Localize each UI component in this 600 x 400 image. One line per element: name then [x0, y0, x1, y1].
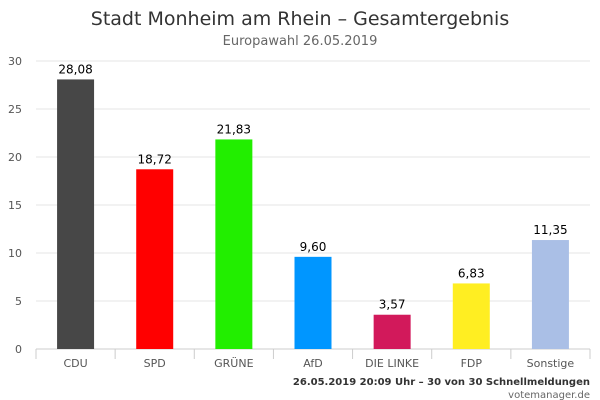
x-category-label: CDU	[63, 357, 87, 370]
footer-status: 26.05.2019 20:09 Uhr – 30 von 30 Schnell…	[293, 377, 590, 388]
bar-afd[interactable]	[294, 256, 332, 349]
data-label: 28,08	[58, 62, 92, 76]
x-axis: CDU SPD GRÜNE AfD DIE LINKE FDP Sonstige	[35, 349, 591, 370]
data-label: 3,57	[379, 298, 406, 312]
bars: 28,08 18,72 21,83 9,60 3,57 6,83 11,35	[57, 62, 569, 349]
data-label: 9,60	[300, 240, 327, 254]
data-label: 6,83	[458, 266, 485, 280]
x-category-label: FDP	[461, 357, 483, 370]
bar-fdp[interactable]	[452, 283, 490, 349]
bar-spd[interactable]	[136, 169, 174, 349]
x-category-label: SPD	[144, 357, 166, 370]
data-label: 21,83	[217, 122, 251, 136]
x-category-label: DIE LINKE	[365, 357, 419, 370]
y-tick-label: 5	[15, 295, 22, 308]
y-tick-label: 15	[8, 199, 22, 212]
y-tick-label: 0	[15, 343, 22, 356]
y-tick-label: 20	[8, 151, 22, 164]
bar-die-linke[interactable]	[373, 314, 411, 349]
chart-subtitle: Europawahl 26.05.2019	[223, 34, 378, 49]
bar-cdu[interactable]	[57, 79, 95, 349]
y-tick-label: 10	[8, 247, 22, 260]
chart-title: Stadt Monheim am Rhein – Gesamtergebnis	[91, 8, 509, 30]
y-tick-label: 30	[8, 55, 22, 68]
data-label: 11,35	[533, 223, 567, 237]
footer-source: votemanager.de	[508, 390, 590, 400]
y-tick-label: 25	[8, 103, 22, 116]
x-category-label: Sonstige	[527, 357, 575, 370]
x-category-label: GRÜNE	[214, 357, 253, 370]
gridlines	[36, 60, 590, 350]
x-category-label: AfD	[303, 357, 322, 370]
data-label: 18,72	[138, 152, 172, 166]
bar-grüne[interactable]	[215, 139, 253, 349]
y-axis: 0 5 10 15 20 25 30	[8, 55, 22, 356]
bar-sonstige[interactable]	[531, 240, 569, 349]
